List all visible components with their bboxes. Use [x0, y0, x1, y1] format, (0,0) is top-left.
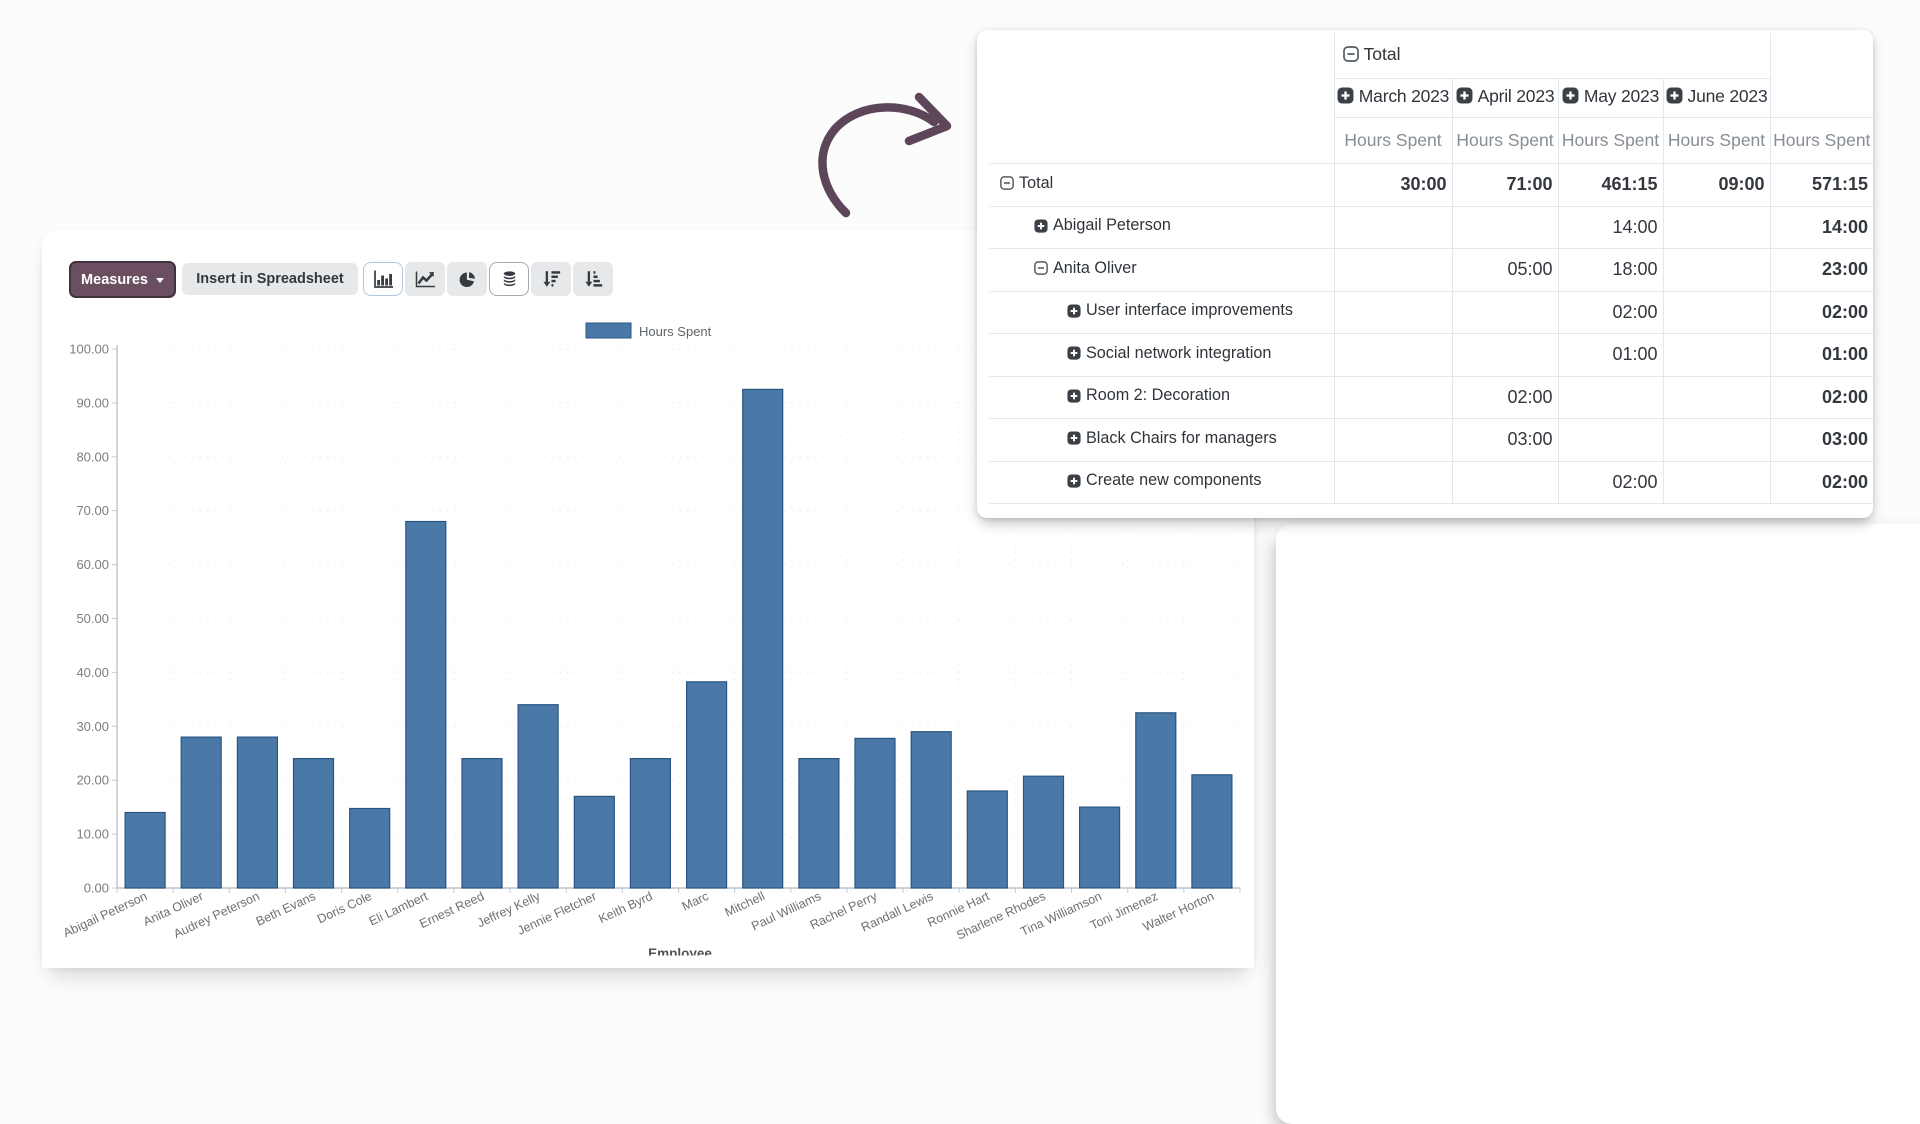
svg-text:0.00: 0.00: [84, 881, 109, 896]
svg-text:50.00: 50.00: [76, 611, 109, 626]
svg-text:Abigail Peterson: Abigail Peterson: [61, 889, 149, 940]
svg-text:70.00: 70.00: [76, 503, 109, 518]
svg-text:100.00: 100.00: [69, 342, 109, 357]
svg-text:20.00: 20.00: [76, 773, 109, 788]
svg-text:60.00: 60.00: [76, 557, 109, 572]
svg-text:Beth Evans: Beth Evans: [254, 889, 318, 929]
svg-text:10.00: 10.00: [76, 827, 109, 842]
svg-text:40.00: 40.00: [76, 665, 109, 680]
svg-text:Hours Spent: Hours Spent: [639, 324, 712, 339]
svg-text:Keith Byrd: Keith Byrd: [596, 889, 654, 926]
svg-text:90.00: 90.00: [76, 395, 109, 410]
svg-text:Doris Cole: Doris Cole: [315, 889, 374, 926]
svg-text:80.00: 80.00: [76, 449, 109, 464]
svg-text:30.00: 30.00: [76, 719, 109, 734]
svg-text:Ernest Reed: Ernest Reed: [417, 889, 486, 931]
svg-text:Marc: Marc: [680, 889, 711, 913]
